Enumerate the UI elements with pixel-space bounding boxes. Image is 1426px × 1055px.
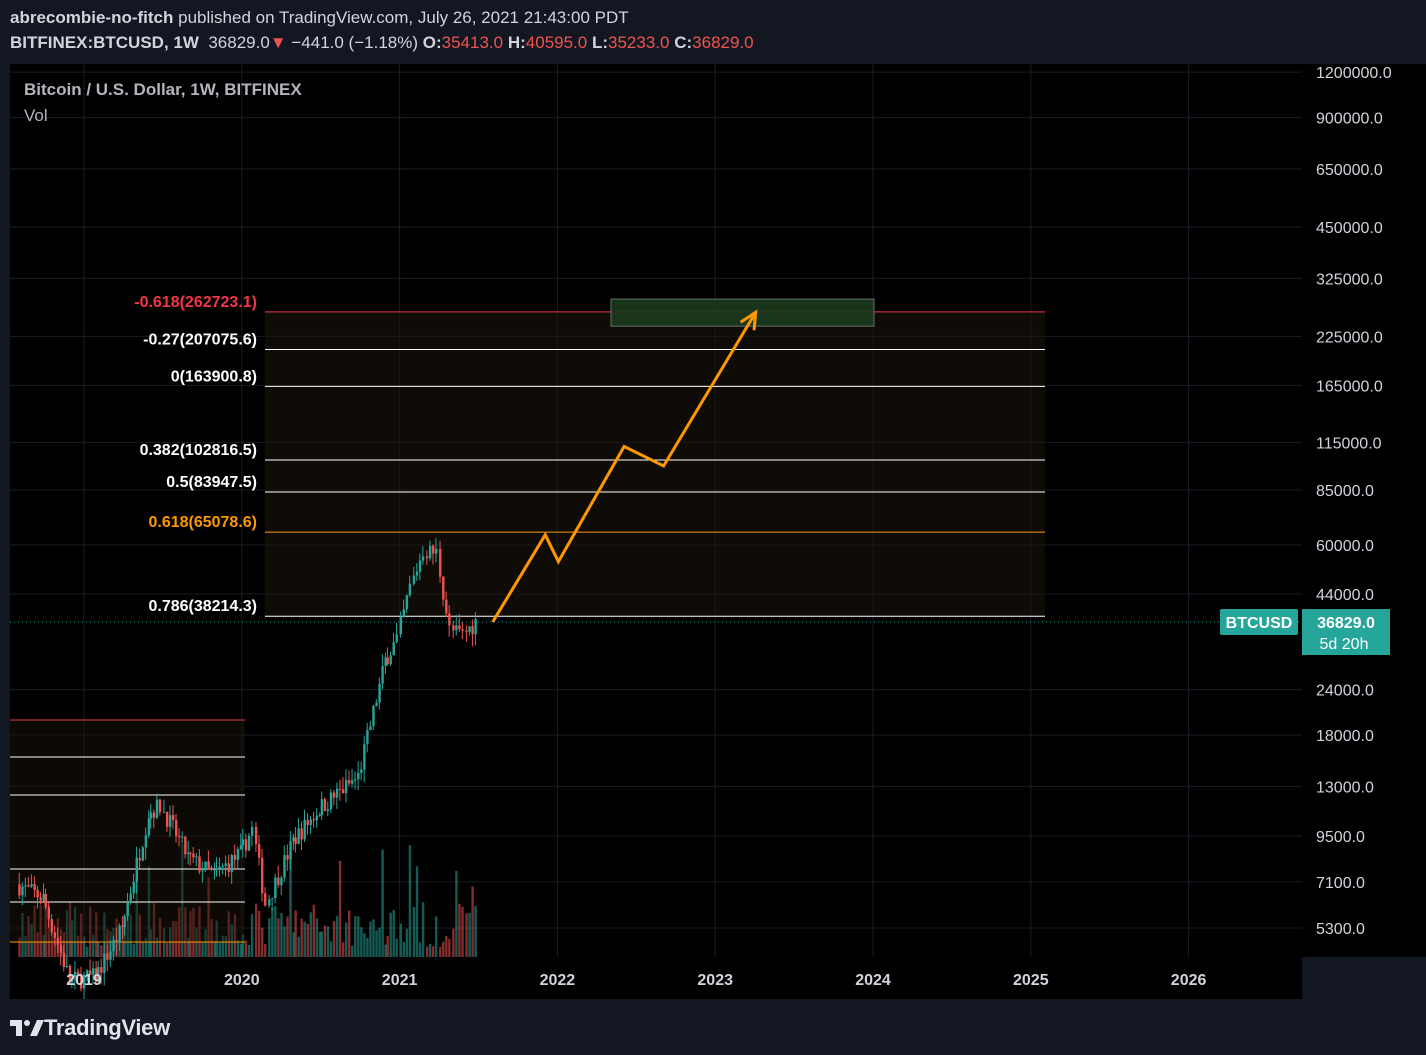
series-legend-title[interactable]: Bitcoin / U.S. Dollar, 1W, BITFINEX	[24, 80, 302, 99]
ohlc-line: BITFINEX:BTCUSD, 1W 36829.0▼ −441.0 (−1.…	[10, 33, 754, 53]
volume-legend[interactable]: Vol	[24, 106, 48, 125]
down-arrow-icon: ▼	[269, 33, 287, 52]
last-price: 36829.0	[208, 33, 270, 52]
open-value: 35413.0	[441, 33, 504, 52]
author-name[interactable]: abrecombie-no-fitch	[10, 8, 174, 27]
low-label: L:	[591, 33, 609, 52]
publish-info: abrecombie-no-fitch published on Trading…	[10, 8, 629, 28]
chart-header: abrecombie-no-fitch published on Trading…	[0, 0, 1426, 62]
close-value: 36829.0	[692, 33, 754, 52]
tradingview-logo[interactable]: TradingView	[10, 1015, 170, 1041]
open-label: O:	[422, 33, 442, 52]
high-label: H:	[507, 33, 526, 52]
symbol-label: BITFINEX:BTCUSD, 1W	[10, 33, 199, 52]
publish-date: published on TradingView.com, July 26, 2…	[178, 8, 629, 27]
chart-pane[interactable]	[10, 64, 1302, 957]
tradingview-logo-text: TradingView	[44, 1015, 170, 1040]
low-value: 35233.0	[608, 33, 670, 52]
close-label: C:	[674, 33, 693, 52]
price-change: −441.0 (−1.18%)	[291, 33, 419, 52]
high-value: 40595.0	[525, 33, 588, 52]
time-axis[interactable]	[10, 957, 1302, 999]
tradingview-logo-icon	[10, 1020, 44, 1036]
footer	[0, 999, 1426, 1055]
price-axis[interactable]	[1302, 64, 1426, 957]
